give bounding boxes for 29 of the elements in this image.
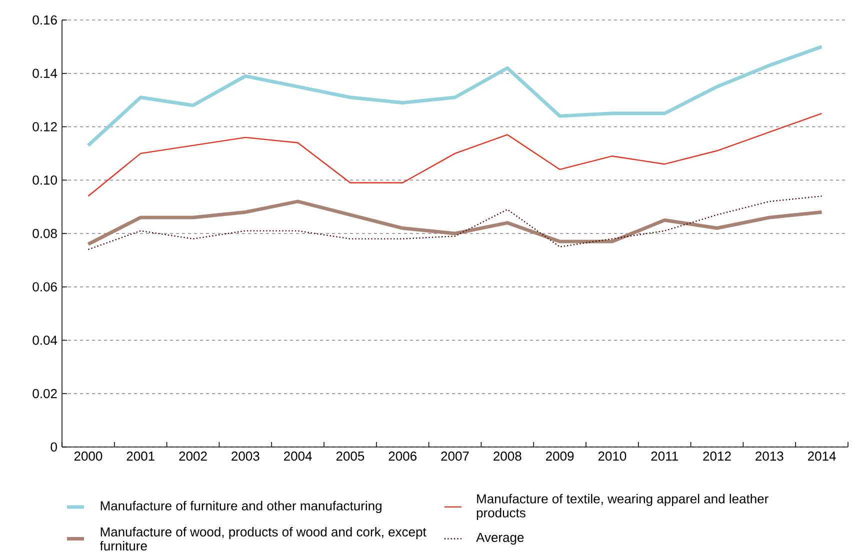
x-tick-label: 2000 — [74, 452, 102, 461]
y-tick-label: 0.14 — [32, 68, 58, 78]
x-tick-label: 2012 — [703, 452, 731, 461]
x-tick-label: 2013 — [756, 452, 784, 461]
x-tick-label: 2005 — [336, 452, 364, 461]
y-tick-label: 0.08 — [32, 228, 57, 238]
x-tick-label: 2010 — [598, 452, 626, 461]
y-tick-label: 0.02 — [32, 389, 57, 398]
y-tick-label: 0.10 — [32, 176, 57, 185]
y-tick-label: 0.04 — [32, 336, 58, 345]
y-tick-label: 0.06 — [32, 282, 57, 292]
x-tick-label: 2009 — [546, 452, 574, 461]
x-tick-label: 2006 — [388, 452, 416, 461]
line-series — [86, 44, 824, 148]
x-tick-label: 2008 — [494, 452, 522, 461]
y-tick-label: 0.16 — [32, 15, 57, 25]
y-tick-label: 0.12 — [32, 122, 57, 132]
x-tick-label: 2007 — [441, 452, 469, 461]
x-tick-label: 2001 — [126, 452, 154, 461]
x-tick-label: 2003 — [232, 452, 260, 461]
legend-label: Average — [476, 532, 524, 545]
legend-label: Manufacture of furniture and other manufacturing — [100, 500, 382, 514]
x-tick-label: 2002 — [179, 452, 207, 461]
legend-label: Manufacture of wood, products of wood and cork, except furniture — [100, 527, 426, 551]
legend-label: Manufacture of textile, wearing apparel and leather products — [476, 494, 768, 520]
x-tick-label: 2014 — [808, 452, 836, 461]
x-tick-label: 2011 — [651, 452, 678, 461]
x-tick-label: 2004 — [284, 452, 312, 461]
y-tick-label: 0 — [50, 442, 57, 452]
